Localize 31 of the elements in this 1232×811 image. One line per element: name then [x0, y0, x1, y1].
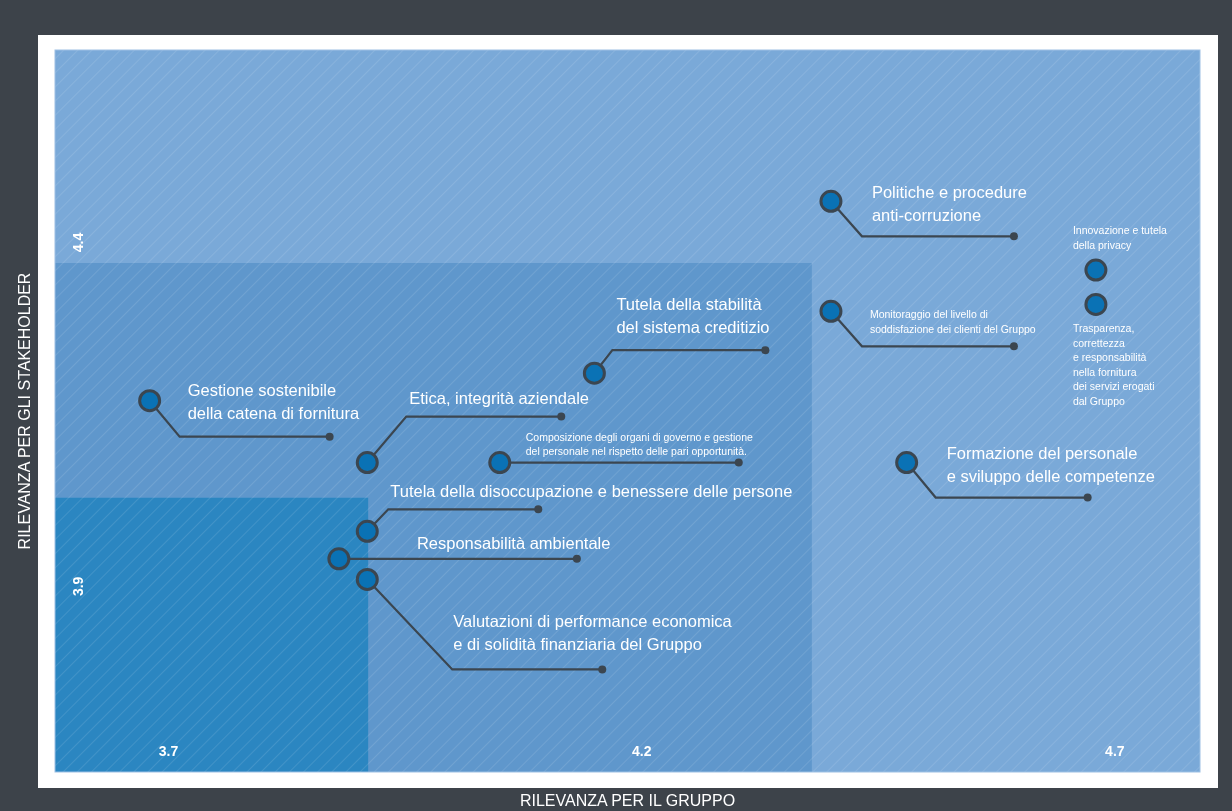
annotation: Trasparenza, correttezza e responsabilità nella fornitura dei servizi erogati dal Gruppo — [1072, 322, 1155, 407]
point — [138, 389, 162, 413]
annotation: Monitoraggio del livello di soddisfazione dei clienti del Gruppo — [869, 308, 1036, 335]
y-tick-label: 3.9 — [70, 576, 86, 597]
annotation: Formazione del personale e sviluppo delle competenze — [946, 443, 1155, 485]
point — [355, 519, 379, 543]
point — [819, 299, 843, 323]
point — [355, 567, 379, 591]
point — [1084, 258, 1108, 282]
x-tick-label: 3.7 — [158, 743, 179, 759]
annotation: Etica, integrità aziendale — [409, 388, 590, 407]
x-axis-title: RILEVANZA PER IL GRUPPO — [519, 792, 736, 809]
point — [582, 361, 606, 385]
y-axis-title: RILEVANZA PER GLI STAKEHOLDER — [16, 272, 33, 550]
annotation: Innovazione e tutela della privacy — [1072, 224, 1168, 251]
annotation: Composizione degli organi di governo e gestione del personale nel rispetto delle pari opportunità. — [525, 430, 753, 458]
point — [327, 547, 351, 571]
annotation: Valutazioni di performance economica e di solidità finanziaria del Gruppo — [453, 612, 733, 654]
point — [895, 451, 919, 475]
point — [355, 451, 379, 475]
x-tick-label: 4.7 — [1105, 743, 1125, 759]
annotation: Tutela della stabilità del sistema creditizio — [616, 295, 770, 337]
annotation: Responsabilità ambientale — [416, 533, 611, 552]
annotation: Gestione sostenibile della catena di fornitura — [187, 380, 360, 422]
point — [488, 451, 512, 475]
annotation: Tutela della disoccupazione e benessere delle persone — [390, 482, 793, 501]
annotation: Politiche e procedure anti-corruzione — [871, 183, 1027, 225]
x-tick-label: 4.2 — [631, 743, 652, 759]
point — [1084, 292, 1108, 316]
y-tick-label: 4.4 — [70, 232, 86, 253]
point — [819, 189, 843, 213]
